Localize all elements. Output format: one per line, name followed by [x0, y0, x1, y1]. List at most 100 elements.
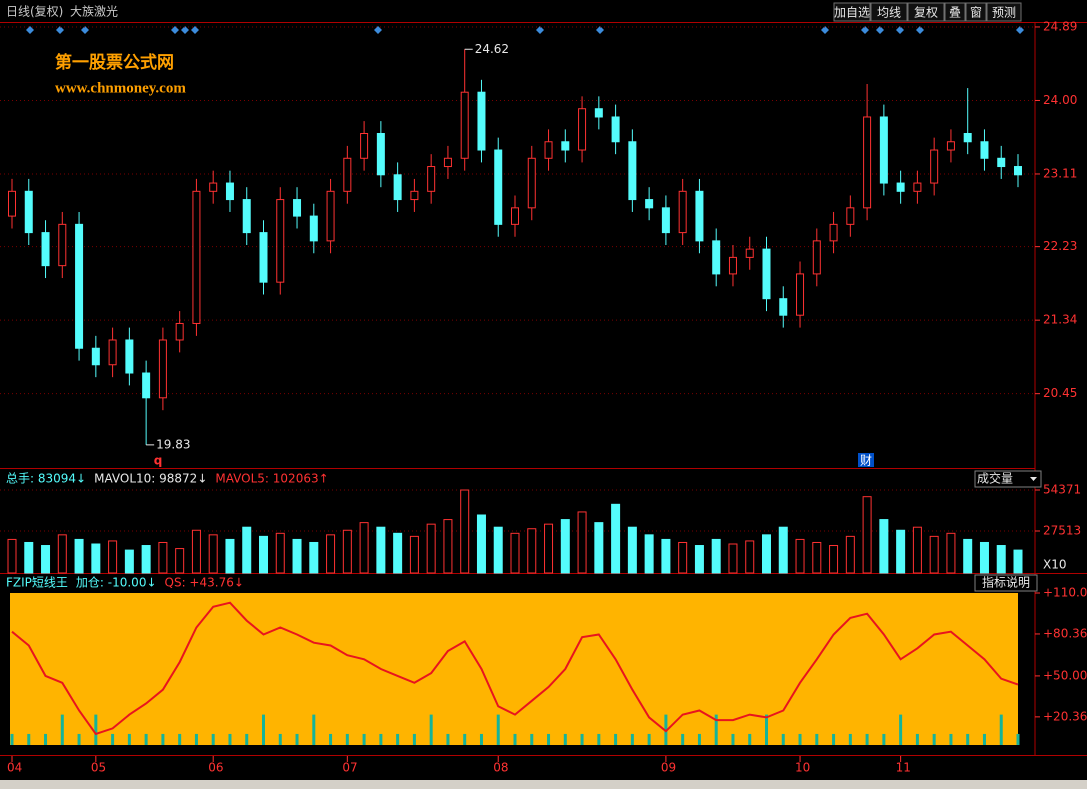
toolbar-label[interactable]: 均线 [877, 6, 901, 20]
volume-bar [91, 543, 101, 574]
signal-bar [161, 733, 165, 745]
signal-bar [848, 733, 852, 745]
signal-bar [111, 733, 115, 745]
toolbar-button[interactable] [870, 2, 908, 22]
toolbar-button[interactable] [986, 2, 1022, 22]
volume-bar [208, 534, 218, 574]
annotation-box [858, 453, 874, 467]
toolbar-button[interactable] [907, 2, 945, 22]
candle-body [863, 116, 872, 209]
selector-box[interactable] [974, 470, 1042, 488]
volume-bar [426, 523, 436, 574]
candle-body [175, 322, 184, 341]
signal-bar [429, 714, 433, 745]
candle-body [494, 149, 503, 225]
signal-bar [44, 733, 48, 745]
toolbar-label[interactable]: 复权 [914, 6, 938, 20]
candle-body [511, 207, 519, 225]
volume-bar [829, 545, 839, 574]
y-tick-label: 54371 [1043, 483, 1081, 497]
event-marker [821, 26, 829, 34]
low-label: 19.83 [156, 437, 190, 451]
button-box[interactable] [974, 574, 1038, 592]
x-tick-label: 10 [795, 761, 810, 775]
candle-body [527, 157, 536, 209]
candle-body [796, 273, 805, 316]
toolbar-button[interactable] [965, 2, 987, 22]
volume-bar [812, 541, 822, 574]
volume-bar [292, 538, 302, 574]
signal-bar [731, 733, 735, 745]
candle-body [728, 256, 737, 275]
candle-body [427, 166, 436, 192]
volume-bar [74, 538, 84, 574]
volume-bar [745, 540, 755, 574]
candle-body [695, 190, 704, 242]
candle-body [108, 339, 117, 366]
candle-body [225, 182, 234, 201]
candle-body [812, 240, 821, 275]
y-tick-label: 27513 [1043, 524, 1081, 538]
toolbar-label[interactable]: 叠 [949, 6, 961, 20]
candle-body [762, 248, 771, 300]
signal-bar [765, 714, 768, 745]
volume-bar [242, 526, 252, 574]
x-tick-label: 11 [896, 761, 911, 775]
panel-header: QS: +43.76↓ [165, 576, 244, 590]
candle-body [259, 232, 268, 283]
event-marker [81, 26, 89, 34]
volume-selector[interactable]: 成交量 [977, 471, 1013, 486]
y-tick-label: 23.11 [1043, 166, 1077, 180]
toolbar-label[interactable]: 窗 [970, 6, 982, 20]
qs-line [11, 601, 1019, 736]
candle-body [1014, 166, 1022, 176]
signal-bar [211, 733, 215, 745]
volume-bar [912, 526, 922, 574]
signal-bar [446, 733, 450, 745]
signal-bar [463, 733, 467, 745]
candle-body [913, 182, 922, 192]
toolbar-label[interactable]: 预测 [992, 6, 1016, 20]
volume-bar [158, 541, 168, 574]
volume-bar [711, 538, 721, 574]
volume-bar [527, 528, 537, 574]
signal-bar [966, 733, 970, 745]
candle-body [293, 199, 302, 217]
candle-body [678, 190, 687, 234]
y-tick-label: 21.34 [1043, 313, 1077, 327]
x-tick-label: 05 [91, 761, 106, 775]
signal-bar [915, 733, 919, 745]
volume-bar [460, 489, 470, 574]
indicator-help[interactable]: 指标说明 [982, 575, 1030, 590]
event-marker [26, 26, 34, 34]
volume-bar [778, 526, 788, 574]
candle-body [410, 190, 419, 201]
signal-bar [345, 733, 349, 745]
event-marker [56, 26, 64, 34]
candle-body [963, 133, 972, 143]
toolbar-label[interactable]: 加自选 [834, 6, 870, 20]
volume-bar [175, 548, 185, 574]
stock-name: 大族激光 [70, 5, 118, 19]
candle-body [276, 199, 285, 283]
signal-bar [278, 733, 282, 745]
toolbar-button[interactable] [944, 2, 966, 22]
volume-bar [393, 532, 403, 574]
volume-bar [728, 543, 738, 574]
signal-bar [899, 714, 903, 745]
signal-bar [530, 733, 534, 745]
signal-bar [597, 733, 601, 745]
signal-bar [262, 714, 265, 745]
signal-bar [479, 733, 483, 745]
dropdown-arrow[interactable] [1030, 477, 1037, 481]
candle-body [745, 248, 754, 258]
y-tick-label: +20.36 [1043, 709, 1087, 723]
candle-body [309, 215, 318, 242]
signal-bar [681, 733, 685, 745]
signal-bar [999, 714, 1003, 745]
toolbar-button[interactable] [833, 2, 871, 22]
volume-bar [141, 545, 151, 574]
signal-bar [127, 733, 131, 745]
volume-bar [225, 538, 235, 574]
